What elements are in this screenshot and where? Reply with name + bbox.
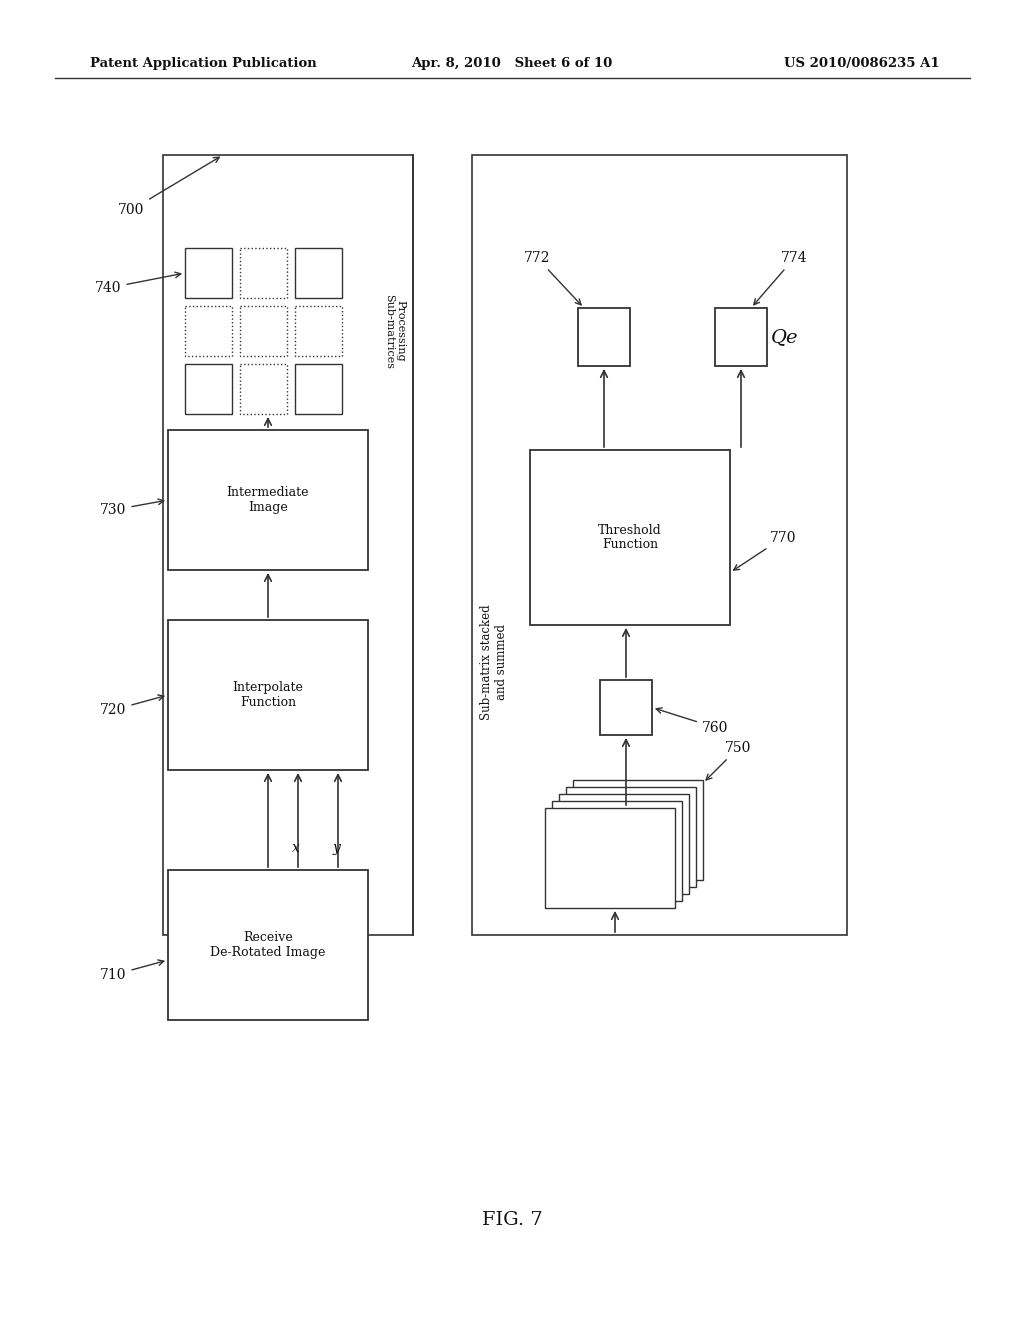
Bar — [240, 306, 287, 356]
Text: y: y — [332, 841, 340, 855]
Text: US 2010/0086235 A1: US 2010/0086235 A1 — [784, 57, 940, 70]
Text: Threshold
Function: Threshold Function — [598, 524, 662, 552]
Bar — [185, 364, 232, 414]
Bar — [185, 306, 232, 356]
Bar — [295, 306, 342, 356]
Bar — [545, 808, 675, 908]
Text: Patent Application Publication: Patent Application Publication — [90, 57, 316, 70]
Text: FIG. 7: FIG. 7 — [481, 1210, 543, 1229]
Text: Interpolate
Function: Interpolate Function — [232, 681, 303, 709]
Bar — [295, 364, 342, 414]
Bar — [600, 680, 652, 735]
Bar — [552, 801, 682, 902]
Text: Apr. 8, 2010   Sheet 6 of 10: Apr. 8, 2010 Sheet 6 of 10 — [412, 57, 612, 70]
Text: 760: 760 — [656, 708, 728, 734]
Bar — [240, 248, 287, 298]
Bar — [566, 787, 696, 887]
Bar — [578, 308, 630, 366]
Bar — [168, 620, 368, 770]
Text: 710: 710 — [100, 960, 164, 982]
Text: 730: 730 — [100, 499, 164, 517]
Bar — [185, 248, 232, 298]
Bar — [559, 795, 689, 894]
Text: Sub-matrix stacked
and summed: Sub-matrix stacked and summed — [480, 605, 508, 719]
Text: 770: 770 — [733, 531, 797, 570]
Text: Qe: Qe — [771, 327, 799, 346]
Text: Processing
Sub-matrices: Processing Sub-matrices — [384, 293, 406, 368]
Text: 720: 720 — [100, 694, 164, 717]
Bar — [168, 430, 368, 570]
Text: Receive
De-Rotated Image: Receive De-Rotated Image — [210, 931, 326, 960]
Text: x: x — [292, 841, 300, 855]
Text: 750: 750 — [707, 741, 752, 780]
Bar — [715, 308, 767, 366]
Bar — [573, 780, 703, 880]
Text: 700: 700 — [118, 157, 219, 216]
Bar — [530, 450, 730, 624]
Bar — [163, 154, 413, 935]
Text: 774: 774 — [754, 251, 808, 305]
Text: Intermediate
Image: Intermediate Image — [226, 486, 309, 513]
Bar — [295, 248, 342, 298]
Bar — [240, 364, 287, 414]
Text: 772: 772 — [524, 251, 581, 305]
Bar — [472, 154, 847, 935]
Bar — [168, 870, 368, 1020]
Text: 740: 740 — [95, 272, 181, 294]
